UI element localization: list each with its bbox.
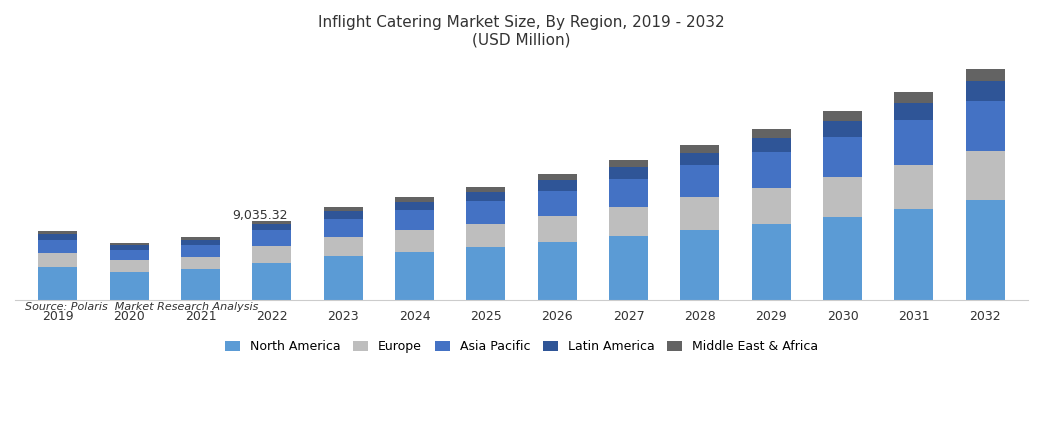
Bar [323, 211, 363, 219]
Bar [752, 224, 791, 300]
Bar [609, 236, 648, 300]
Bar [894, 92, 933, 103]
Bar [537, 242, 577, 300]
Bar [466, 248, 506, 300]
Bar [395, 201, 434, 210]
Bar [395, 252, 434, 300]
Bar [323, 237, 363, 256]
Bar [894, 164, 933, 209]
Bar [823, 111, 863, 121]
Bar [323, 207, 363, 211]
Bar [395, 197, 434, 201]
Bar [39, 231, 77, 234]
Bar [252, 225, 291, 230]
Bar [537, 216, 577, 242]
Bar [680, 145, 720, 153]
Bar [894, 120, 933, 164]
Bar [323, 219, 363, 237]
Bar [180, 237, 220, 240]
Bar [966, 151, 1004, 200]
Bar [609, 160, 648, 167]
Bar [823, 217, 863, 300]
Bar [752, 138, 791, 152]
Bar [110, 250, 149, 260]
Bar [966, 69, 1004, 81]
Bar [395, 230, 434, 252]
Bar [823, 177, 863, 217]
Bar [680, 153, 720, 165]
Bar [466, 201, 506, 224]
Bar [466, 187, 506, 192]
Bar [110, 245, 149, 250]
Bar [537, 174, 577, 181]
Bar [466, 224, 506, 248]
Bar [252, 221, 291, 225]
Bar [966, 200, 1004, 300]
Bar [609, 207, 648, 236]
Bar [252, 246, 291, 263]
Legend: North America, Europe, Asia Pacific, Latin America, Middle East & Africa: North America, Europe, Asia Pacific, Lat… [220, 335, 823, 358]
Bar [609, 167, 648, 178]
Bar [39, 234, 77, 239]
Bar [180, 269, 220, 300]
Bar [466, 192, 506, 201]
Bar [894, 209, 933, 300]
Bar [752, 188, 791, 224]
Bar [537, 191, 577, 216]
Bar [252, 230, 291, 246]
Bar [823, 121, 863, 137]
Bar [680, 230, 720, 300]
Text: Source: Polaris  Market Research Analysis: Source: Polaris Market Research Analysis [25, 302, 259, 311]
Bar [537, 181, 577, 191]
Bar [39, 267, 77, 300]
Bar [966, 101, 1004, 151]
Bar [110, 272, 149, 300]
Bar [609, 178, 648, 207]
Bar [180, 245, 220, 256]
Bar [680, 197, 720, 230]
Bar [252, 263, 291, 300]
Bar [966, 81, 1004, 101]
Bar [680, 165, 720, 197]
Bar [39, 253, 77, 267]
Bar [752, 129, 791, 138]
Bar [323, 256, 363, 300]
Text: 9,035.32: 9,035.32 [233, 209, 288, 222]
Bar [39, 239, 77, 253]
Bar [180, 256, 220, 269]
Bar [110, 260, 149, 272]
Bar [823, 137, 863, 177]
Bar [180, 240, 220, 245]
Bar [110, 243, 149, 245]
Bar [894, 103, 933, 120]
Bar [752, 152, 791, 188]
Title: Inflight Catering Market Size, By Region, 2019 - 2032
(USD Million): Inflight Catering Market Size, By Region… [318, 15, 725, 47]
Bar [395, 210, 434, 230]
